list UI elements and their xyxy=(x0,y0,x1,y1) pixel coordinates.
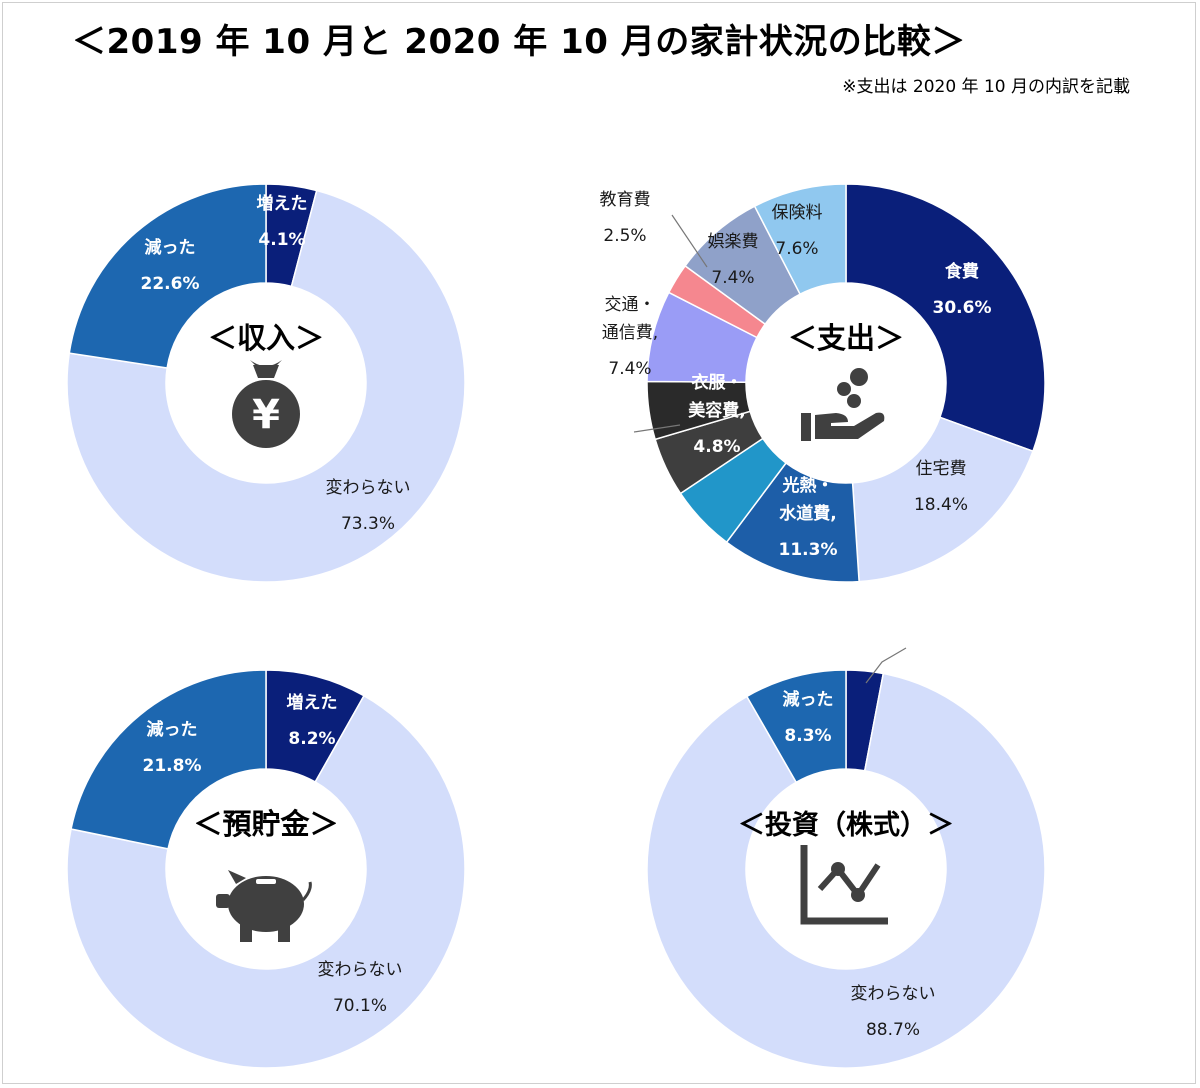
spending-slice-8-value: 7.4% xyxy=(711,268,754,288)
income-slice-1-value: 73.3% xyxy=(341,514,395,534)
investment-donut-chart: ＜投資（株式）＞ 増えた 3.0% 変わらない 88.7% 減った 8.3% xyxy=(646,620,1046,1069)
spending-slice-6-name: 交通・ xyxy=(605,295,656,315)
line-chart-icon xyxy=(800,845,888,925)
leader-line-medical xyxy=(633,424,681,433)
income-slice-1-label: 変わらない 73.3% xyxy=(326,478,411,534)
savings-slice-0-name: 増えた xyxy=(287,692,338,713)
savings-slice-2-name: 減った xyxy=(147,719,198,740)
spending-slice-1-name: 住宅費 xyxy=(916,459,967,479)
income-slice-0-name: 増えた xyxy=(257,193,308,214)
spending-slice-6-name: 通信費, xyxy=(602,323,658,343)
leader-line-education xyxy=(671,214,708,268)
income-slice-2-name: 減った xyxy=(145,237,196,258)
investment-slice-2-label: 減った 8.3% xyxy=(783,689,834,746)
investment-slice-0-value: 3.0% xyxy=(919,657,966,677)
spending-slice-8-name: 娯楽費 xyxy=(708,232,759,252)
investment-slice-0-name: 増えた xyxy=(918,620,969,641)
spending-slice-3-value: 5.4% xyxy=(646,543,693,563)
investment-slice-2-value: 8.3% xyxy=(784,726,831,746)
spending-slice-9-name: 保険料 xyxy=(772,203,823,223)
spending-slice-7-label: 教育費 2.5% xyxy=(600,190,651,246)
investment-slice-0-label: 増えた 3.0% xyxy=(918,620,969,677)
savings-chart-title: ＜預貯金＞ xyxy=(193,807,338,841)
spending-slice-5-value: 4.7% xyxy=(568,439,615,459)
spending-donut-chart: ＜支出＞ 食費 30.6% 住宅費 18.4% 光熱・水道費, 11.3% 日用品, 5.4% 衣… xyxy=(567,183,1046,583)
savings-slice-1-name: 変わらない xyxy=(318,960,403,980)
savings-slice-2-label: 減った 21.8% xyxy=(143,719,202,776)
spending-slice-1-label: 住宅費 18.4% xyxy=(914,459,968,515)
income-slice-0-label: 増えた 4.1% xyxy=(257,193,308,250)
spending-slice-4-value: 4.8% xyxy=(693,437,740,457)
investment-slice-2-name: 減った xyxy=(783,689,834,710)
spending-slice-5-label: 医療費 4.7% xyxy=(567,402,618,459)
savings-slice-2-value: 21.8% xyxy=(143,756,202,776)
income-slice-2-label: 減った 22.6% xyxy=(141,237,200,294)
savings-slice-1-value: 70.1% xyxy=(333,996,387,1016)
figure-title: ＜2019 年 10 月と 2020 年 10 月の家計状況の比較＞ xyxy=(72,22,966,62)
spending-slice-0-label: 食費 30.6% xyxy=(933,261,992,318)
income-donut-chart: ＜収入＞ 増えた 4.1% 変わらない 73.3% 減った 22.6% ¥ xyxy=(66,183,466,583)
savings-donut-chart: ＜預貯金＞ 増えた 8.2% 変わらない 70.1% 減った 21.8% xyxy=(66,669,466,1069)
spending-slice-9-value: 7.6% xyxy=(775,239,818,259)
spending-slice-3-name: 日用品, xyxy=(641,507,698,527)
spending-slice-7-name: 教育費 xyxy=(600,190,651,210)
investment-donut-hole xyxy=(746,769,946,969)
spending-slice-2-name: 水道費, xyxy=(779,503,836,524)
svg-text:¥: ¥ xyxy=(252,392,280,438)
income-slice-0-value: 4.1% xyxy=(258,230,305,250)
spending-slice-8-label: 娯楽費 7.4% xyxy=(708,232,759,288)
hand-coins-icon xyxy=(801,368,885,441)
spending-slice-5-name: 医療費 xyxy=(567,402,618,423)
spending-slice-6-label: 交通・通信費, 7.4% xyxy=(602,295,658,379)
spending-slice-9-label: 保険料 7.6% xyxy=(772,203,823,259)
figure-note: ※支出は 2020 年 10 月の内訳を記載 xyxy=(842,77,1130,97)
spending-slice-7-value: 2.5% xyxy=(603,226,646,246)
savings-slice-0-value: 8.2% xyxy=(288,729,335,749)
spending-slice-4-label: 衣服・美容費, 4.8% xyxy=(688,372,745,457)
spending-chart-title: ＜支出＞ xyxy=(788,321,904,355)
investment-slice-1-value: 88.7% xyxy=(866,1020,920,1040)
piggy-bank-icon xyxy=(216,870,312,942)
savings-slice-0-label: 増えた 8.2% xyxy=(287,692,338,749)
income-chart-title: ＜収入＞ xyxy=(208,321,324,355)
spending-slice-4-name: 美容費, xyxy=(688,400,745,421)
savings-donut-hole xyxy=(166,769,366,969)
money-bag-yen-icon: ¥ xyxy=(232,360,300,448)
spending-slice-2-label: 光熱・水道費, 11.3% xyxy=(779,475,838,560)
investment-slice-1-label: 変わらない 88.7% xyxy=(851,984,936,1040)
spending-slice-1-value: 18.4% xyxy=(914,495,968,515)
spending-slice-2-name: 光熱・ xyxy=(782,475,834,496)
spending-slice-3-label: 日用品, 5.4% xyxy=(641,507,698,563)
investment-slice-1 xyxy=(646,672,1046,1069)
income-slice-2-value: 22.6% xyxy=(141,274,200,294)
spending-slice-6-value: 7.4% xyxy=(608,359,651,379)
investment-slice-1-name: 変わらない xyxy=(851,984,936,1004)
spending-slice-2-value: 11.3% xyxy=(779,540,838,560)
spending-slice-0-name: 食費 xyxy=(945,261,979,282)
income-slice-1-name: 変わらない xyxy=(326,478,411,498)
investment-chart-title: ＜投資（株式）＞ xyxy=(738,810,954,841)
spending-slice-0-value: 30.6% xyxy=(933,298,992,318)
savings-slice-1-label: 変わらない 70.1% xyxy=(318,960,403,1016)
spending-slice-4-name: 衣服・ xyxy=(692,372,743,393)
leader-line-investment-increased xyxy=(865,647,907,684)
